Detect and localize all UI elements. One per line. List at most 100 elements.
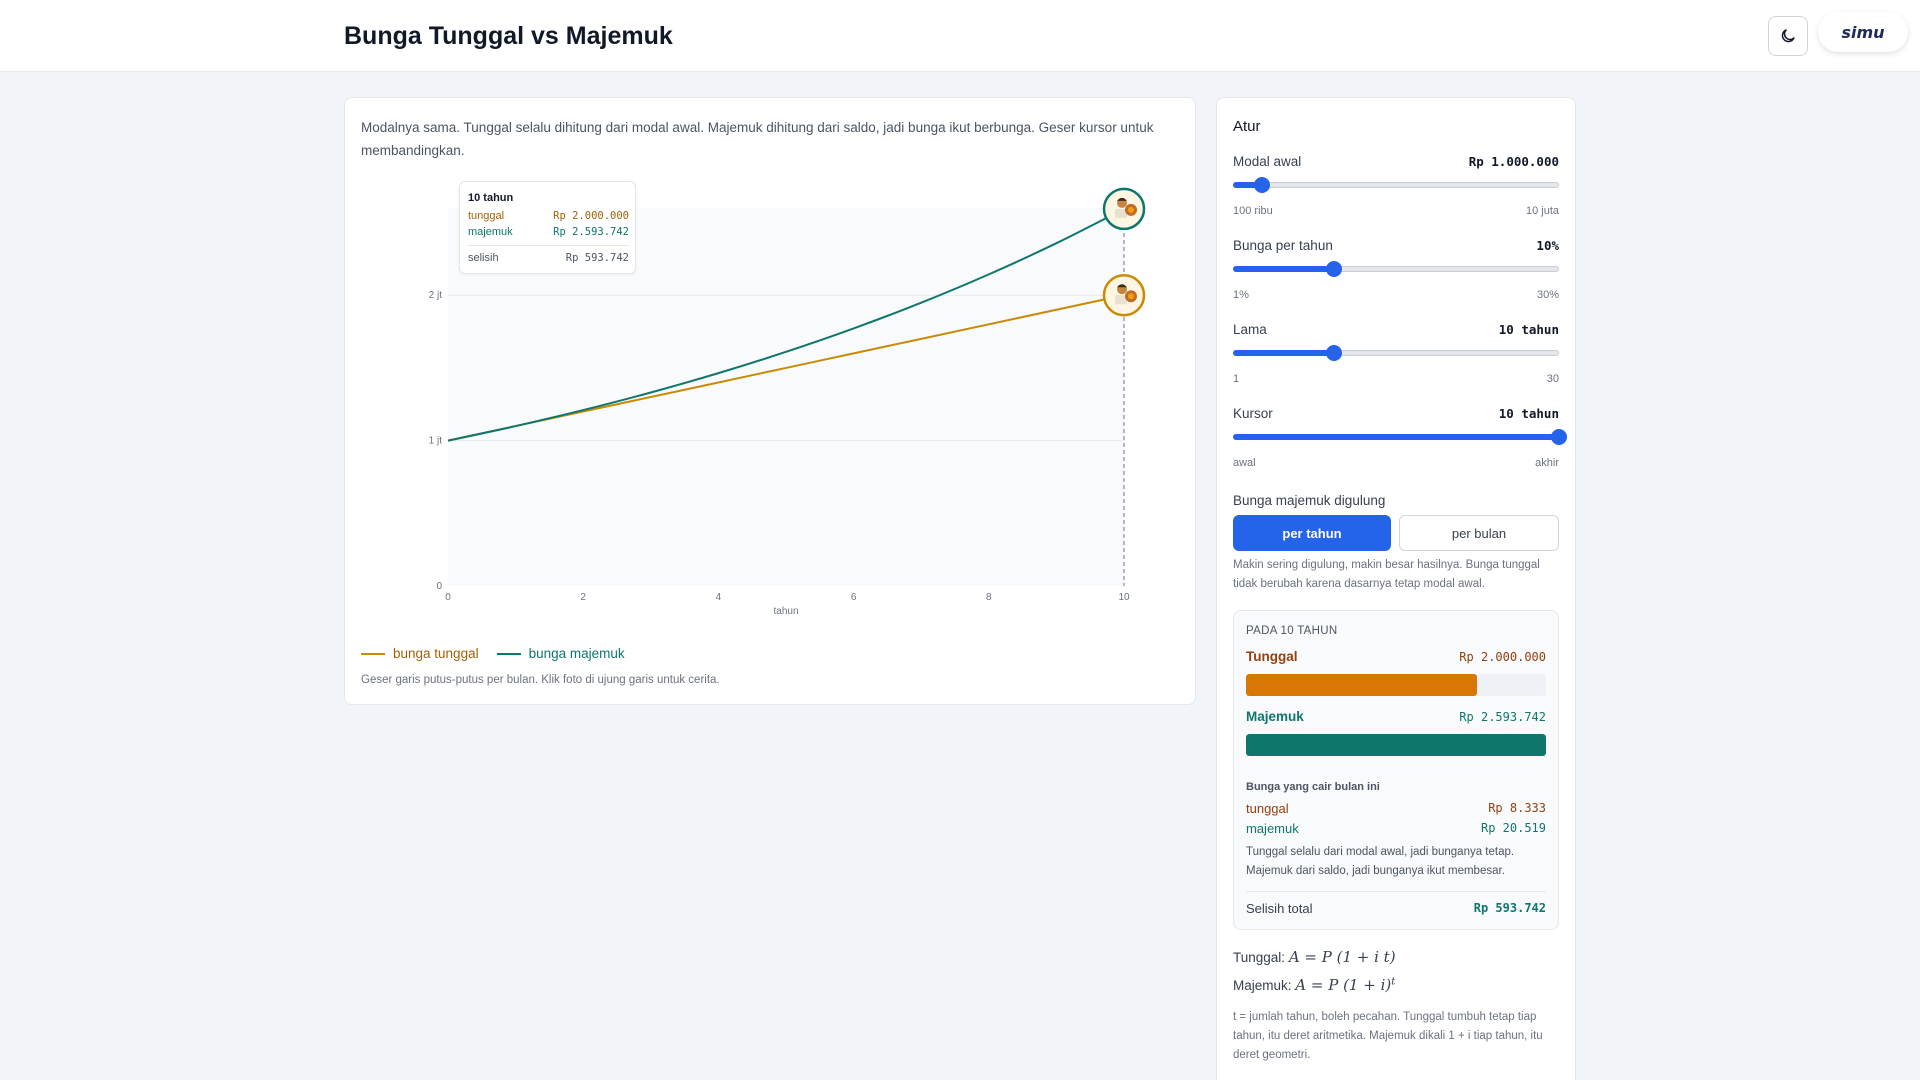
x-tick-label: 8: [986, 592, 992, 603]
formula-majemuk: Majemuk: A = P (1 + i)t: [1233, 976, 1395, 994]
lama-max-label: 30: [1546, 373, 1559, 385]
tunggal-bar: [1246, 674, 1546, 696]
tooltip-tunggal-value: Rp 2.000.000: [553, 210, 629, 222]
tooltip-majemuk-value: Rp 2.593.742: [553, 226, 629, 238]
modal-value: Rp 1.000.000: [1468, 154, 1559, 169]
kursor-max-label: akhir: [1535, 457, 1559, 469]
formula-note: t = jumlah tahun, boleh pecahan. Tunggal…: [1233, 1011, 1543, 1061]
bunga-slider[interactable]: [1233, 261, 1559, 277]
bunga-label: Bunga per tahun: [1233, 238, 1333, 253]
app-header: Bunga Tunggal vs Majemuk simu: [0, 0, 1920, 72]
total-label: Selisih total: [1246, 901, 1313, 916]
per-tahun-button[interactable]: per tahun: [1233, 515, 1391, 551]
avatar-tunggal[interactable]: [1102, 273, 1146, 317]
monthly-tunggal-row: tunggal Rp 8.333: [1246, 801, 1546, 816]
tooltip-majemuk-label: majemuk: [468, 226, 513, 238]
x-tick-label: 10: [1118, 592, 1130, 603]
majemuk-bar-fill: [1246, 734, 1546, 756]
tooltip-tunggal-row: tunggal Rp 2.000.000: [468, 210, 629, 222]
summary-tunggal-value: Rp 2.000.000: [1459, 650, 1546, 664]
total-row: Selisih total Rp 593.742: [1246, 901, 1546, 916]
kursor-control: Kursor 10 tahun awal akhir: [1233, 406, 1567, 469]
x-tick-label: 0: [445, 592, 451, 603]
slider-thumb[interactable]: [1326, 261, 1343, 277]
legend-swatch-tunggal: [361, 652, 385, 655]
total-value: Rp 593.742: [1473, 901, 1546, 915]
bunga-control: Bunga per tahun 10% 1% 30%: [1233, 238, 1559, 301]
chart-intro: Modalnya sama. Tunggal selalu dihitung d…: [361, 120, 1154, 158]
monthly-tunggal-value: Rp 8.333: [1488, 801, 1546, 815]
tooltip-divider: [468, 245, 629, 246]
x-axis-label: tahun: [773, 606, 798, 617]
legend-swatch-majemuk: [496, 652, 521, 655]
logo-text: simu: [1841, 22, 1885, 42]
y-tick-label: 0: [436, 581, 442, 592]
formula-tunggal: Tunggal: A = P (1 + i t): [1233, 948, 1396, 966]
moon-icon: [1781, 29, 1795, 43]
bunga-value: 10%: [1536, 238, 1559, 253]
tooltip-selisih-row: selisih Rp 593.742: [468, 252, 629, 264]
avatar-majemuk[interactable]: [1102, 187, 1146, 231]
settings-panel: Atur Modal awal Rp 1.000.000 100 ribu 10…: [1216, 97, 1576, 1080]
legend-item-majemuk: bunga majemuk: [496, 646, 625, 661]
summary-majemuk-value: Rp 2.593.742: [1459, 710, 1546, 724]
formula-majemuk-label: Majemuk:: [1233, 978, 1292, 993]
slider-fill: [1233, 434, 1559, 440]
kursor-label: Kursor: [1233, 406, 1273, 421]
slider-thumb[interactable]: [1326, 345, 1343, 361]
summary-tunggal-label: Tunggal: [1246, 649, 1298, 664]
modal-max-label: 10 juta: [1525, 205, 1559, 217]
summary-divider: [1246, 891, 1546, 892]
chart-hint: Geser garis putus-putus per bulan. Klik …: [361, 674, 720, 686]
monthly-majemuk-value: Rp 20.519: [1480, 821, 1546, 835]
tooltip-title: 10 tahun: [468, 192, 514, 204]
chart-tooltip: 10 tahun tunggal Rp 2.000.000 majemuk Rp…: [459, 181, 636, 274]
summary-majemuk-label: Majemuk: [1246, 709, 1304, 724]
slider-thumb[interactable]: [1551, 429, 1567, 445]
slider-fill: [1233, 182, 1263, 188]
modal-slider[interactable]: [1233, 177, 1559, 193]
bunga-min-label: 1%: [1233, 289, 1249, 301]
majemuk-bar: [1246, 734, 1546, 756]
tooltip-majemuk-row: majemuk Rp 2.593.742: [468, 226, 629, 238]
monthly-tunggal-label: tunggal: [1246, 801, 1289, 816]
bunga-max-label: 30%: [1536, 289, 1559, 301]
lama-min-label: 1: [1233, 373, 1240, 385]
lama-label: Lama: [1233, 322, 1267, 337]
x-tick-label: 6: [851, 592, 857, 603]
legend-item-tunggal: bunga tunggal: [361, 646, 479, 661]
kursor-value: 10 tahun: [1498, 406, 1559, 421]
y-tick-label: 2 jt: [429, 290, 443, 301]
per-bulan-button[interactable]: per bulan: [1399, 515, 1559, 551]
panel-title: Atur: [1233, 118, 1261, 135]
formula-majemuk-math: A = P (1 + i): [1295, 976, 1392, 994]
tunggal-bar-fill: [1246, 674, 1478, 696]
slider-thumb[interactable]: [1254, 177, 1271, 193]
compounding-label: Bunga majemuk digulung: [1233, 493, 1386, 508]
x-tick-label: 4: [716, 592, 722, 603]
lama-control: Lama 10 tahun 1 30: [1233, 322, 1559, 385]
slider-fill: [1233, 266, 1335, 272]
summary-tunggal-row: Tunggal Rp 2.000.000: [1246, 649, 1546, 664]
chart-card: Modalnya sama. Tunggal selalu dihitung d…: [344, 97, 1196, 705]
kursor-slider[interactable]: [1233, 429, 1567, 445]
summary-note: Tunggal selalu dari modal awal, jadi bun…: [1246, 846, 1515, 877]
compounding-note: Makin sering digulung, makin besar hasil…: [1233, 559, 1540, 590]
page-title: Bunga Tunggal vs Majemuk: [344, 22, 673, 50]
monthly-interest-title: Bunga yang cair bulan ini: [1246, 781, 1380, 793]
formula-majemuk-exponent: t: [1391, 976, 1396, 988]
lama-slider[interactable]: [1233, 345, 1559, 361]
growth-chart[interactable]: 0 1 jt 2 jt 0 2 4 6 8 10 tahun: [345, 98, 1197, 638]
modal-min-label: 100 ribu: [1233, 205, 1273, 217]
summary-title: PADA 10 TAHUN: [1246, 625, 1338, 637]
legend-label-majemuk: bunga majemuk: [528, 646, 625, 661]
monthly-majemuk-row: majemuk Rp 20.519: [1246, 821, 1546, 836]
theme-toggle-button[interactable]: [1768, 16, 1808, 56]
logo[interactable]: simu: [1818, 12, 1908, 52]
y-tick-label: 1 jt: [429, 436, 443, 447]
formula-tunggal-label: Tunggal:: [1233, 950, 1286, 965]
compounding-toggle: per tahun per bulan: [1233, 515, 1559, 551]
summary-box: PADA 10 TAHUN Tunggal Rp 2.000.000 Majem…: [1233, 610, 1559, 930]
monthly-majemuk-label: majemuk: [1246, 821, 1299, 836]
modal-label: Modal awal: [1233, 154, 1302, 169]
